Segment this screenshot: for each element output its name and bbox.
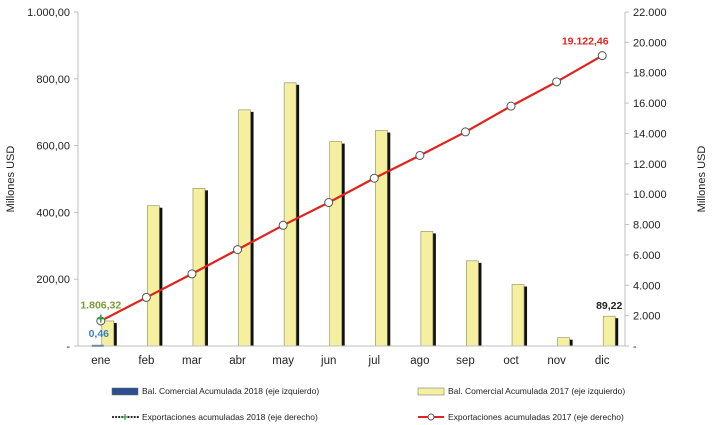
data-labels-layer: 1.806,32 0,46 89,22 19.122,46 — [80, 36, 622, 340]
left-axis-tick-label: 600,00 — [36, 141, 70, 153]
bars-layer — [91, 82, 619, 347]
left-axis-tick-label: 200,00 — [36, 274, 70, 286]
data-label-balance-2018-ene: 0,46 — [89, 328, 110, 340]
marker-exportaciones-2017 — [460, 127, 470, 137]
data-label-balance-2017-dic: 89,22 — [596, 300, 622, 312]
marker-exportaciones-2017 — [233, 245, 243, 255]
bar-2017 — [602, 315, 616, 347]
marker-exportaciones-2017 — [415, 150, 425, 160]
bar-2017 — [283, 82, 297, 347]
marker-exportaciones-2017 — [506, 101, 516, 111]
x-axis-category-label: dic — [595, 355, 610, 367]
legend-label: Exportaciones acumuladas 2017 (eje derec… — [448, 412, 624, 422]
axes-layer: - 200,00 400,00 600,00 800,00 1.000,00 - 2.000 4… — [5, 7, 708, 367]
right-axis-tick-label: 12.000 — [633, 159, 667, 171]
right-axis-tick-label: 8.000 — [633, 220, 661, 232]
bar-2017 — [238, 109, 251, 347]
x-axis-category-label: jun — [320, 355, 336, 367]
bar-2017 — [420, 231, 434, 347]
left-axis-title: Millones USD — [5, 146, 17, 213]
x-axis-category-label: jul — [368, 355, 381, 367]
legend-swatch-dot — [136, 415, 139, 419]
marker-exportaciones-2017 — [552, 77, 562, 87]
bar-2017 — [511, 284, 525, 347]
left-axis-tick-label: 400,00 — [36, 207, 70, 219]
left-axis-tick-label: - — [66, 341, 70, 353]
right-axis-tick-label: 16.000 — [633, 98, 667, 110]
legend-swatch — [111, 387, 139, 396]
legend-swatch-marker — [427, 413, 435, 421]
legend-label: Bal. Comercial Acumulada 2017 (eje izqui… — [448, 386, 625, 396]
right-axis-tick-label: 18.000 — [633, 68, 667, 80]
x-axis-category-label: sep — [456, 355, 475, 367]
marker-exportaciones-2017 — [187, 269, 197, 279]
bar-2017 — [147, 205, 160, 347]
x-axis-category-label: mar — [182, 355, 202, 367]
right-axis-tick-label: 20.000 — [633, 37, 667, 49]
marker-exportaciones-2017 — [278, 220, 288, 230]
right-axis-tick-label: 6.000 — [633, 250, 661, 262]
marker-exportaciones-2017 — [141, 292, 151, 302]
x-axis-category-label: may — [272, 355, 294, 367]
bar-2017 — [329, 141, 343, 347]
right-axis-tick-label: 10.000 — [633, 189, 667, 201]
marker-exportaciones-2017 — [597, 51, 607, 61]
data-label-exportaciones-2018-ene: 1.806,32 — [80, 300, 121, 312]
legend: Bal. Comercial Acumulada 2018 (eje izqui… — [111, 386, 625, 422]
legend-swatch-dot — [111, 415, 115, 419]
legend-swatch-dot — [133, 415, 136, 419]
marker-exportaciones-2017 — [369, 173, 379, 183]
bar-2017 — [557, 337, 570, 347]
legend-label: Exportaciones acumuladas 2018 (eje derec… — [142, 412, 318, 422]
data-label-exportaciones-2017-dic: 19.122,46 — [562, 36, 609, 48]
legend-swatch — [417, 387, 445, 396]
x-axis-category-label: ago — [410, 355, 429, 367]
line-exportaciones-2017 — [100, 54, 603, 322]
bar-2017 — [466, 260, 479, 347]
right-axis-tick-label: 22.000 — [633, 7, 667, 19]
x-axis-category-label: feb — [138, 355, 154, 367]
x-axis-category-label: abr — [229, 355, 246, 367]
legend-swatch-dot — [118, 415, 121, 419]
lines-layer — [96, 51, 607, 326]
x-axis-category-label: oct — [503, 355, 519, 367]
legend-swatch-dot — [130, 415, 133, 419]
left-axis-tick-label: 800,00 — [36, 74, 70, 86]
left-axis-tick-label: 1.000,00 — [27, 7, 70, 19]
right-axis-title: Millones USD — [696, 146, 708, 213]
right-axis-tick-label: - — [633, 341, 637, 353]
right-axis-tick-label: 4.000 — [633, 280, 661, 292]
x-axis-category-label: nov — [547, 355, 566, 367]
legend-label: Bal. Comercial Acumulada 2018 (eje izqui… — [142, 386, 319, 396]
x-axis-category-label: ene — [91, 355, 110, 367]
legend-swatch-dot — [115, 415, 118, 419]
marker-exportaciones-2017 — [324, 198, 334, 208]
right-axis-tick-label: 2.000 — [633, 311, 661, 323]
right-axis-tick-label: 14.000 — [633, 128, 667, 140]
bar-2017 — [374, 130, 388, 347]
